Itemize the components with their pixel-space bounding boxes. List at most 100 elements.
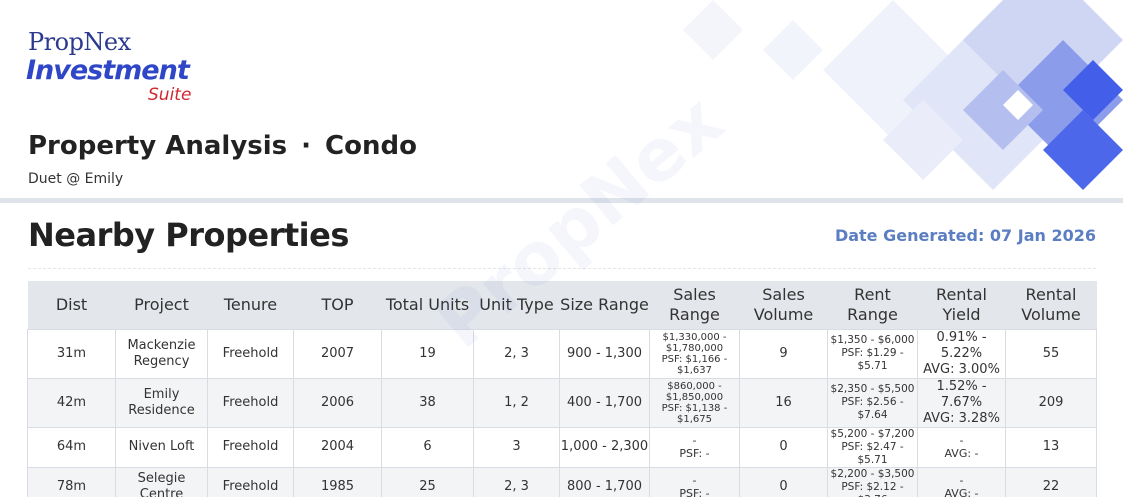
cell-dist: 78m (27, 466, 116, 497)
rent-psf: PSF: $2.56 - $7.64 (841, 396, 904, 421)
cell-tenure: Freehold (207, 328, 294, 379)
cell-sales-range: $860,000 - $1,850,000 PSF: $1,138 - $1,6… (649, 377, 740, 428)
column-header: Rent Range (827, 281, 918, 329)
cell-rental-volume: 22 (1005, 466, 1097, 497)
logo-brand: PropNex (28, 28, 131, 56)
column-header: Dist (27, 281, 116, 329)
cell-unit-type: 3 (473, 426, 560, 468)
rent-range: $1,350 - $6,000 (830, 334, 915, 346)
yield-avg: AVG: 3.28% (923, 410, 1000, 426)
table-row: 42m Emily Residence Freehold 2006 38 1, … (27, 377, 1097, 428)
cell-sales-volume: 0 (739, 466, 828, 497)
yield-avg: AVG: - (944, 447, 979, 460)
cell-project: Selegie Centre (115, 466, 208, 497)
cell-dist: 31m (27, 328, 116, 379)
column-header: Sales Range (649, 281, 740, 329)
propnex-logo: PropNex Investment Suite (26, 28, 192, 105)
cell-tenure: Freehold (207, 377, 294, 428)
cell-unit-type: 1, 2 (473, 377, 560, 428)
date-generated: Date Generated: 07 Jan 2026 (834, 226, 1096, 245)
cell-rent-range: $1,350 - $6,000 PSF: $1.29 - $5.71 (827, 328, 918, 379)
cell-tenure: Freehold (207, 466, 294, 497)
cell-sales-range: $1,330,000 - $1,780,000 PSF: $1,166 - $1… (649, 328, 740, 379)
rent-psf: PSF: $1.29 - $5.71 (841, 347, 904, 372)
cell-project: Mackenzie Regency (115, 328, 208, 379)
cell-sales-range: - PSF: - (649, 426, 740, 468)
table-row: 31m Mackenzie Regency Freehold 2007 19 2… (27, 328, 1097, 379)
sales-psf: PSF: $1,166 - $1,637 (661, 353, 728, 376)
sales-range-low: - (692, 434, 697, 447)
yield-range: 0.91% - 5.22% (936, 329, 987, 361)
sales-psf: PSF: $1,138 - $1,675 (661, 402, 728, 425)
cell-dist: 64m (27, 426, 116, 468)
decorative-diamond-pattern (683, 0, 1123, 190)
table-header-row: Dist Project Tenure TOP Total Units Unit… (27, 281, 1097, 329)
sales-range-low: $1,330,000 - (662, 331, 727, 343)
page-title: Property Analysis · Condo (28, 131, 417, 161)
cell-rental-yield: - AVG: - (917, 426, 1006, 468)
rent-range: $2,350 - $5,500 (830, 383, 915, 395)
yield-avg: AVG: - (944, 487, 979, 497)
header-divider (0, 198, 1123, 203)
cell-size-range: 400 - 1,700 (559, 377, 650, 428)
sales-range-high: $1,850,000 (665, 391, 724, 403)
yield-range: - (959, 434, 964, 447)
rent-range: $2,200 - $3,500 (830, 467, 915, 480)
cell-size-range: 1,000 - 2,300 (559, 426, 650, 468)
yield-range: - (959, 474, 964, 487)
title-separator: · (301, 131, 312, 161)
cell-rental-yield: 0.91% - 5.22% AVG: 3.00% (917, 328, 1006, 379)
logo-suite: Suite (148, 85, 192, 105)
cell-unit-type: 2, 3 (473, 466, 560, 497)
cell-top: 2006 (293, 377, 382, 428)
cell-top: 2007 (293, 328, 382, 379)
cell-top: 2004 (293, 426, 382, 468)
cell-rental-yield: 1.52% - 7.67% AVG: 3.28% (917, 377, 1006, 428)
page-title-text: Property Analysis (28, 131, 288, 161)
cell-rent-range: $2,350 - $5,500 PSF: $2.56 - $7.64 (827, 377, 918, 428)
column-header: Project (115, 281, 208, 329)
sales-range-high: $1,780,000 (665, 342, 724, 354)
cell-sales-volume: 9 (739, 328, 828, 379)
column-header: Rental Volume (1005, 281, 1097, 329)
column-header: Sales Volume (739, 281, 828, 329)
logo-product: Investment (26, 55, 190, 86)
table-row: 64m Niven Loft Freehold 2004 6 3 1,000 -… (27, 426, 1097, 468)
section-title: Nearby Properties (28, 216, 349, 254)
table-row: 78m Selegie Centre Freehold 1985 25 2, 3… (27, 466, 1097, 497)
column-header: Size Range (559, 281, 650, 329)
property-category: Condo (325, 131, 417, 161)
rent-range: $5,200 - $7,200 (830, 427, 915, 440)
yield-range: 1.52% - 7.67% (936, 378, 987, 410)
cell-top: 1985 (293, 466, 382, 497)
section-divider (28, 268, 1096, 269)
cell-rental-volume: 209 (1005, 377, 1097, 428)
yield-avg: AVG: 3.00% (923, 361, 1000, 377)
column-header: Rental Yield (917, 281, 1006, 329)
cell-sales-volume: 0 (739, 426, 828, 468)
property-name: Duet @ Emily (28, 171, 124, 187)
cell-rental-yield: - AVG: - (917, 466, 1006, 497)
cell-total-units: 19 (381, 328, 474, 379)
cell-total-units: 38 (381, 377, 474, 428)
cell-rental-volume: 13 (1005, 426, 1097, 468)
cell-total-units: 6 (381, 426, 474, 468)
cell-size-range: 900 - 1,300 (559, 328, 650, 379)
sales-psf: PSF: - (679, 487, 710, 497)
column-header: Total Units (381, 281, 474, 329)
cell-tenure: Freehold (207, 426, 294, 468)
column-header: Unit Type (473, 281, 560, 329)
cell-size-range: 800 - 1,700 (559, 466, 650, 497)
cell-rent-range: $2,200 - $3,500 PSF: $2.12 - $3.76 (827, 466, 918, 497)
cell-unit-type: 2, 3 (473, 328, 560, 379)
column-header: Tenure (207, 281, 294, 329)
cell-project: Emily Residence (115, 377, 208, 428)
rent-psf: PSF: $2.12 - $3.76 (841, 480, 904, 497)
cell-dist: 42m (27, 377, 116, 428)
report-header: PropNex Investment Suite Property Analys… (0, 0, 1123, 200)
cell-sales-range: - PSF: - (649, 466, 740, 497)
sales-range-low: $860,000 - (667, 380, 722, 392)
sales-range-low: - (692, 474, 697, 487)
rent-psf: PSF: $2.47 - $5.71 (841, 440, 904, 466)
cell-rent-range: $5,200 - $7,200 PSF: $2.47 - $5.71 (827, 426, 918, 468)
